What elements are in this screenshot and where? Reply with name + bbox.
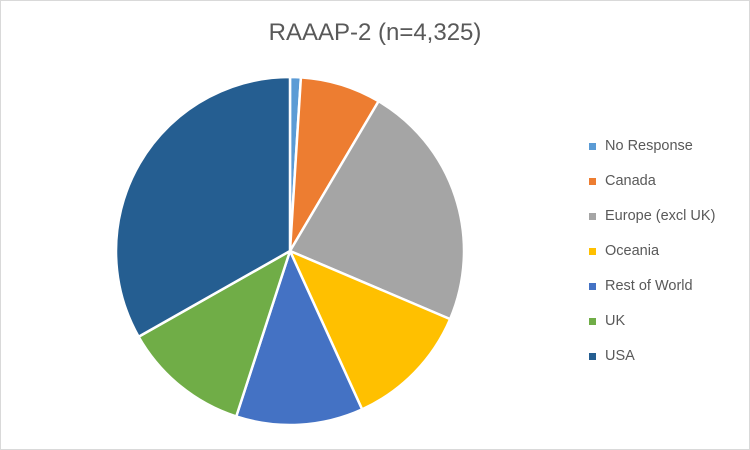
- legend-item: UK: [589, 310, 739, 345]
- legend-item: USA: [589, 345, 739, 380]
- legend-item: Oceania: [589, 240, 739, 275]
- legend-label: No Response: [605, 138, 693, 154]
- legend-label: Canada: [605, 173, 656, 189]
- legend-swatch: [589, 248, 596, 255]
- pie-slice-rest-of-world: [234, 249, 364, 427]
- legend-item: Rest of World: [589, 275, 739, 310]
- legend-label: Europe (excl UK): [605, 208, 716, 224]
- legend-swatch: [589, 318, 596, 325]
- legend-swatch: [589, 213, 596, 220]
- legend-item: Europe (excl UK): [589, 205, 739, 240]
- pie-slice-europe-excl-uk: [288, 99, 466, 321]
- chart-title: RAAAP-2 (n=4,325): [268, 19, 482, 46]
- legend-label: Rest of World: [605, 278, 693, 294]
- legend-item: Canada: [589, 170, 739, 205]
- legend-item: No Response: [589, 135, 739, 170]
- legend-swatch: [589, 178, 596, 185]
- legend-label: USA: [605, 348, 635, 364]
- legend-swatch: [589, 283, 596, 290]
- legend-swatch: [589, 143, 596, 150]
- pie-slice-uk: [137, 249, 292, 418]
- legend-label: Oceania: [605, 243, 660, 259]
- legend-label: UK: [605, 313, 626, 329]
- pie-slice-oceania: [288, 249, 452, 411]
- legend-swatch: [589, 353, 596, 360]
- legend: No Response Canada Europe (excl UK) Oceania…: [589, 135, 739, 380]
- pie-slice-usa: [114, 75, 292, 338]
